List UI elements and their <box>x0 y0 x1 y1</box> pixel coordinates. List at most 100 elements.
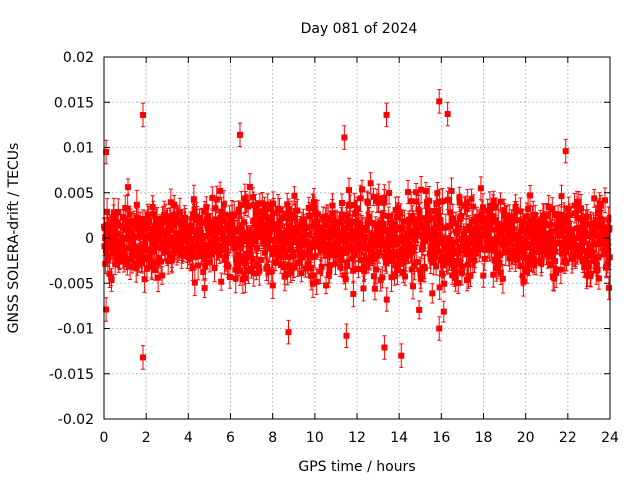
data-point <box>509 227 516 234</box>
data-point <box>154 216 161 223</box>
data-point <box>286 262 293 269</box>
data-point <box>311 253 318 260</box>
data-point <box>370 250 377 257</box>
data-point <box>149 204 156 211</box>
data-point <box>376 227 383 234</box>
data-point <box>292 215 299 222</box>
data-point <box>164 218 171 225</box>
data-point <box>347 202 354 209</box>
data-point <box>366 257 373 264</box>
data-point <box>353 240 360 247</box>
data-point <box>482 246 489 253</box>
data-point <box>200 246 207 253</box>
data-point <box>361 263 368 270</box>
data-point <box>411 244 418 251</box>
data-point <box>245 203 252 210</box>
data-point <box>231 245 238 252</box>
data-point <box>220 201 227 208</box>
data-point <box>371 255 378 262</box>
data-point <box>255 208 262 215</box>
data-point <box>345 217 352 224</box>
data-point <box>463 227 470 234</box>
data-point <box>206 259 213 266</box>
data-point <box>281 232 288 239</box>
data-point <box>454 224 461 231</box>
data-point <box>274 248 281 255</box>
data-point <box>307 213 314 220</box>
data-point <box>222 211 229 218</box>
data-point <box>267 236 274 243</box>
data-point <box>389 256 396 263</box>
data-point <box>466 248 473 255</box>
data-point <box>459 263 466 270</box>
data-point <box>499 275 506 282</box>
data-point <box>264 264 271 271</box>
data-point <box>371 234 378 241</box>
data-point <box>200 268 207 275</box>
data-point <box>508 220 515 227</box>
data-point <box>366 213 373 220</box>
data-point <box>308 223 315 230</box>
data-point <box>209 219 216 226</box>
data-point <box>392 261 399 268</box>
data-point <box>226 273 233 280</box>
data-point <box>440 262 447 269</box>
data-point <box>497 252 504 259</box>
data-point <box>418 215 425 222</box>
data-point <box>127 263 134 270</box>
data-point <box>268 215 275 222</box>
data-point <box>424 203 431 210</box>
data-point <box>439 270 446 277</box>
data-point <box>490 197 497 204</box>
data-point <box>383 259 390 266</box>
data-point <box>317 268 324 275</box>
data-point <box>150 210 157 217</box>
data-point <box>339 211 346 218</box>
data-point <box>305 261 312 268</box>
data-point <box>188 239 195 246</box>
data-point <box>467 272 474 279</box>
data-point <box>258 232 265 239</box>
data-point <box>240 254 247 261</box>
data-point <box>490 271 497 278</box>
data-point <box>123 226 130 233</box>
data-point <box>485 230 492 237</box>
data-point <box>278 237 285 244</box>
data-point <box>158 258 165 265</box>
data-point <box>396 260 403 267</box>
data-point <box>246 183 253 190</box>
data-point <box>422 215 429 222</box>
data-point <box>405 189 412 196</box>
data-point <box>313 278 320 285</box>
data-point <box>462 243 469 250</box>
data-point <box>225 263 232 270</box>
data-point <box>216 251 223 258</box>
data-point <box>201 256 208 263</box>
data-point <box>364 199 371 206</box>
data-point <box>218 278 225 285</box>
data-point <box>238 222 245 229</box>
data-point <box>332 260 339 267</box>
data-point <box>282 240 289 247</box>
data-point <box>241 195 248 202</box>
data-point <box>463 276 470 283</box>
data-point <box>111 247 118 254</box>
data-point <box>182 237 189 244</box>
data-point <box>436 284 443 291</box>
data-point <box>248 234 255 241</box>
data-point <box>126 211 133 218</box>
data-point <box>506 213 513 220</box>
data-point <box>209 194 216 201</box>
data-point <box>432 222 439 229</box>
data-point <box>340 249 347 256</box>
data-point <box>433 263 440 270</box>
data-point <box>452 275 459 282</box>
data-point <box>171 222 178 229</box>
data-point <box>329 202 336 209</box>
data-point <box>198 253 205 260</box>
data-point <box>350 267 357 274</box>
data-point <box>371 285 378 292</box>
data-point <box>138 254 145 261</box>
data-point <box>477 225 484 232</box>
data-point <box>251 238 258 245</box>
